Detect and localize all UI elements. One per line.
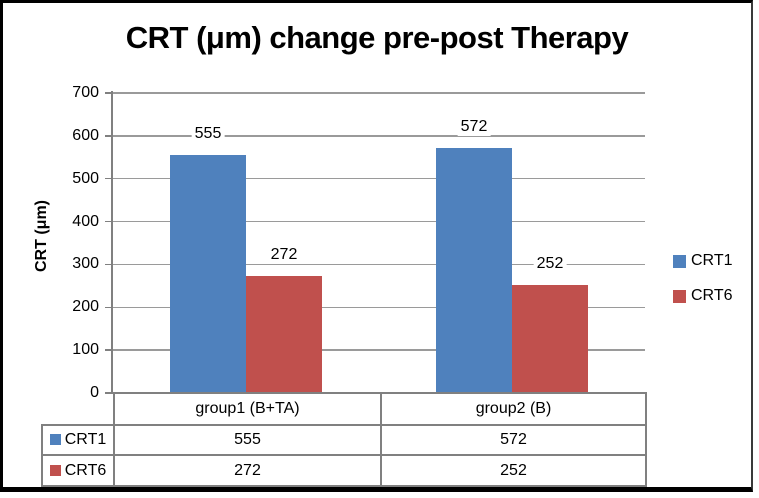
bar-value-label-crt6-group2: 252 [533, 255, 567, 273]
plot-area: 555 572 272 252 [105, 92, 645, 394]
bar-crt6-group2 [512, 285, 588, 393]
y-tick-label: 300 [72, 255, 99, 273]
data-table-category-group1: group1 (B+TA) [113, 392, 382, 426]
legend-entry-crt1: CRT1 [673, 252, 733, 270]
data-table-header-row: group1 (B+TA) group2 (B) [42, 392, 647, 426]
data-table: group1 (B+TA) group2 (B) CRT1 555 572 CR… [41, 392, 647, 487]
y-tick-mark [105, 177, 113, 180]
data-table-key-label-crt1: CRT1 [64, 431, 107, 448]
bar-crt1-group2 [436, 148, 512, 393]
y-tick-mark [105, 263, 113, 266]
gridline [113, 135, 645, 137]
data-table-category-group2: group2 (B) [380, 392, 647, 426]
bar-value-label-crt6-group1: 272 [267, 246, 301, 264]
legend-label-crt1: CRT1 [691, 252, 733, 269]
y-tick-mark [105, 92, 113, 94]
data-table-value-crt1-group2: 572 [380, 424, 647, 456]
crt1-key-swatch-icon [49, 434, 61, 445]
gridline [113, 177, 645, 180]
gridline [113, 306, 645, 309]
chart-title: CRT (μm) change pre-post Therapy [125, 20, 629, 55]
y-tick-label: 500 [72, 169, 99, 187]
y-tick-label: 0 [90, 384, 99, 401]
crt1-legend-swatch-icon [673, 254, 686, 268]
gridline [113, 349, 645, 351]
y-tick-label: 700 [72, 84, 99, 101]
data-table-row-crt6: CRT6 272 252 [41, 454, 647, 487]
crt6-legend-swatch-icon [673, 289, 686, 303]
data-table-key-label-crt6: CRT6 [64, 461, 107, 479]
y-tick-mark [105, 135, 113, 137]
crt6-key-swatch-icon [49, 464, 61, 476]
y-tick-label: 600 [72, 126, 99, 144]
y-tick-label: 400 [72, 212, 99, 230]
legend: CRT1 CRT6 [673, 252, 733, 322]
y-tick-mark [105, 306, 113, 309]
gridline [113, 220, 645, 223]
legend-label-crt6: CRT6 [691, 287, 733, 304]
bar-value-label-crt1-group1: 555 [191, 125, 225, 143]
bar-value-label-crt1-group2: 572 [457, 118, 491, 136]
data-table-key-crt6: CRT6 [41, 454, 115, 487]
y-tick-label: 200 [72, 298, 99, 316]
bar-crt1-group1 [170, 155, 246, 393]
y-axis-line [111, 91, 113, 393]
gridline [113, 263, 645, 266]
legend-entry-crt6: CRT6 [673, 287, 733, 305]
data-table-row-crt1: CRT1 555 572 [41, 424, 647, 456]
y-tick-mark [105, 220, 113, 223]
y-tick-label: 100 [72, 341, 99, 359]
data-table-value-crt6-group2: 252 [380, 454, 647, 487]
data-table-value-crt1-group1: 555 [113, 424, 382, 456]
y-tick-mark [105, 349, 113, 351]
gridline [113, 92, 645, 94]
data-table-corner-cell [42, 393, 115, 426]
bar-crt6-group1 [246, 276, 322, 393]
data-table-value-crt6-group1: 272 [113, 454, 382, 487]
data-table-key-crt1: CRT1 [41, 424, 115, 456]
